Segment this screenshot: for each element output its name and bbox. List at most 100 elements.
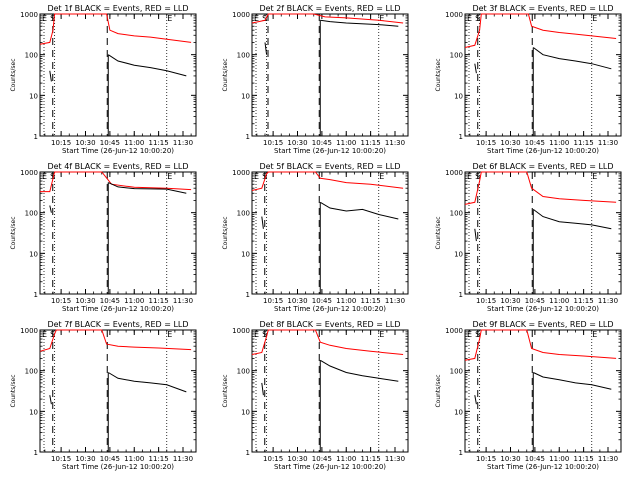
x-tick-label: 10:30	[287, 455, 307, 463]
x-axis-label: Start Time (26-Jun-12 10:00:20)	[274, 463, 386, 471]
y-axis-label: Counts/sec	[10, 216, 17, 249]
x-tick-label: 11:30	[385, 455, 405, 463]
y-tick-label: 10	[241, 250, 250, 258]
y-tick-label: 10	[241, 92, 250, 100]
end-marker-label: E	[167, 330, 172, 339]
frame-edge-label: E	[254, 14, 259, 23]
chart-panel-8: Det 8f BLACK = Events, RED = LLD 1 10 100 10…	[222, 320, 409, 471]
x-tick-label: 10:45	[312, 139, 332, 147]
frame-edge-label: E	[42, 172, 47, 181]
end-marker-label: E	[167, 14, 172, 23]
events-series-line	[261, 359, 399, 396]
chart-title: Det 1f BLACK = Events, RED = LLD	[47, 4, 188, 13]
y-tick-label: 10	[29, 92, 38, 100]
end-marker-label: E	[379, 14, 384, 23]
y-tick-label: 1	[459, 449, 463, 457]
x-tick-label: 10:15	[51, 139, 71, 147]
events-series-line	[474, 372, 612, 405]
x-tick-label: 11:00	[124, 297, 144, 305]
chart-title: Det 4f BLACK = Events, RED = LLD	[47, 162, 188, 171]
x-tick-label: 10:15	[263, 297, 283, 305]
x-axis-label: Start Time (26-Jun-12 10:00:20)	[62, 463, 174, 471]
events-series-line	[49, 182, 187, 213]
x-tick-label: 10:30	[287, 139, 307, 147]
end-marker-label: E	[167, 172, 172, 181]
y-tick-label: 1000	[20, 327, 38, 335]
frame-edge-label: E	[254, 330, 259, 339]
x-tick-label: 10:45	[525, 455, 545, 463]
y-tick-label: 1	[246, 133, 250, 141]
y-tick-label: 100	[237, 210, 250, 218]
x-tick-label: 11:15	[149, 139, 169, 147]
x-tick-label: 10:15	[263, 455, 283, 463]
y-tick-label: 100	[237, 52, 250, 60]
y-tick-label: 1000	[232, 169, 250, 177]
x-tick-label: 11:15	[361, 455, 381, 463]
x-tick-label: 10:30	[75, 455, 95, 463]
y-tick-label: 100	[25, 368, 38, 376]
frame-edge-label: E	[467, 172, 472, 181]
y-axis-label: Counts/sec	[222, 58, 229, 91]
end-marker-label: E	[592, 14, 597, 23]
y-axis-label: Counts/sec	[435, 216, 442, 249]
plot-frame	[251, 171, 409, 295]
x-tick-label: 10:30	[500, 455, 520, 463]
y-axis-label: Counts/sec	[10, 58, 17, 91]
plot-frame	[464, 171, 622, 295]
plot-frame	[39, 13, 197, 137]
lld-series-line	[464, 329, 617, 361]
y-tick-label: 10	[454, 92, 463, 100]
events-series-line	[474, 208, 612, 242]
chart-panel-1: Det 1f BLACK = Events, RED = LLD 1 10 100 10…	[10, 4, 197, 155]
events-series-line	[49, 54, 187, 82]
x-tick-label: 11:30	[598, 139, 618, 147]
x-tick-label: 11:30	[173, 139, 193, 147]
chart-title: Det 8f BLACK = Events, RED = LLD	[259, 320, 400, 329]
x-tick-label: 10:45	[100, 455, 120, 463]
x-tick-label: 10:15	[51, 297, 71, 305]
frame-edge-label: E	[42, 14, 47, 23]
x-tick-label: 10:45	[100, 297, 120, 305]
x-tick-label: 10:30	[500, 297, 520, 305]
y-tick-label: 10	[29, 250, 38, 258]
x-tick-label: 11:15	[149, 297, 169, 305]
chart-title: Det 3f BLACK = Events, RED = LLD	[472, 4, 613, 13]
y-tick-label: 1000	[445, 327, 463, 335]
frame-edge-label: E	[467, 330, 472, 339]
chart-title: Det 2f BLACK = Events, RED = LLD	[259, 4, 400, 13]
chart-panel-6: Det 6f BLACK = Events, RED = LLD 1 10 100 10…	[435, 162, 622, 313]
end-marker-label: E	[592, 172, 597, 181]
x-tick-label: 10:15	[476, 139, 496, 147]
y-tick-label: 10	[454, 250, 463, 258]
chart-title: Det 7f BLACK = Events, RED = LLD	[47, 320, 188, 329]
chart-panel-3: Det 3f BLACK = Events, RED = LLD 1 10 100 10…	[435, 4, 622, 155]
x-tick-label: 10:45	[525, 297, 545, 305]
y-tick-label: 1000	[20, 11, 38, 19]
x-tick-label: 10:30	[75, 297, 95, 305]
y-axis-label: Counts/sec	[222, 374, 229, 407]
x-tick-label: 10:30	[75, 139, 95, 147]
lld-series-line	[464, 171, 617, 205]
y-axis-label: Counts/sec	[10, 374, 17, 407]
events-series-line	[264, 19, 399, 55]
chart-title: Det 5f BLACK = Events, RED = LLD	[259, 162, 400, 171]
chart-title: Det 6f BLACK = Events, RED = LLD	[472, 162, 613, 171]
chart-panel-7: Det 7f BLACK = Events, RED = LLD 1 10 100 10…	[10, 320, 197, 471]
y-tick-label: 1	[246, 291, 250, 299]
y-tick-label: 1000	[445, 169, 463, 177]
x-tick-label: 11:30	[598, 297, 618, 305]
y-tick-label: 10	[29, 408, 38, 416]
x-tick-label: 10:30	[500, 139, 520, 147]
y-tick-label: 100	[25, 52, 38, 60]
x-tick-label: 10:45	[100, 139, 120, 147]
y-tick-label: 1	[34, 291, 38, 299]
frame-edge-label: E	[42, 330, 47, 339]
x-tick-label: 10:45	[312, 455, 332, 463]
y-tick-label: 1	[459, 291, 463, 299]
y-axis-label: Counts/sec	[222, 216, 229, 249]
lld-series-line	[251, 329, 404, 355]
y-axis-label: Counts/sec	[435, 58, 442, 91]
x-tick-label: 11:15	[574, 139, 594, 147]
y-tick-label: 100	[450, 52, 463, 60]
y-tick-label: 100	[25, 210, 38, 218]
